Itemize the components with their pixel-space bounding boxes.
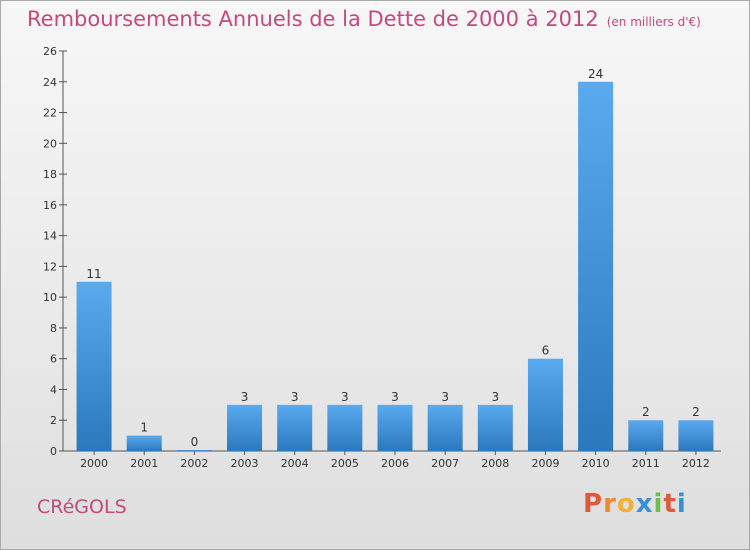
proxiti-logo: Proxiti	[583, 489, 687, 519]
x-tick-label: 2003	[231, 457, 259, 470]
x-tick-label: 2010	[582, 457, 610, 470]
y-tick-label: 18	[43, 168, 57, 181]
y-tick-label: 6	[50, 353, 57, 366]
y-tick-label: 2	[50, 414, 57, 427]
bar	[678, 420, 714, 451]
y-tick-label: 22	[43, 107, 57, 120]
bar	[76, 281, 112, 451]
chart-title-text: Remboursements Annuels de la Dette de 20…	[27, 7, 599, 31]
data-label: 24	[588, 67, 603, 81]
bar	[377, 404, 413, 451]
bar	[277, 404, 313, 451]
bar	[527, 358, 563, 451]
bar	[126, 435, 162, 451]
y-tick-label: 12	[43, 260, 57, 273]
brand-letter: P	[583, 489, 604, 519]
x-tick-label: 2004	[281, 457, 309, 470]
bar	[578, 81, 614, 452]
bar	[227, 404, 263, 451]
data-label: 11	[86, 267, 101, 281]
data-label: 3	[341, 390, 349, 404]
bar	[477, 404, 513, 451]
y-tick-label: 14	[43, 230, 57, 243]
data-label: 3	[441, 390, 449, 404]
bar	[176, 450, 212, 451]
brand-letter: o	[616, 489, 636, 519]
data-label: 3	[391, 390, 399, 404]
brand-letter: t	[663, 489, 677, 519]
y-tick-label: 20	[43, 137, 57, 150]
data-label: 2	[692, 405, 700, 419]
y-tick-label: 16	[43, 199, 57, 212]
y-tick-label: 4	[50, 383, 57, 396]
brand-letter: r	[603, 489, 617, 519]
x-tick-label: 2002	[180, 457, 208, 470]
chart-subtitle: (en milliers d'€)	[606, 15, 701, 29]
commune-name: CRéGOLS	[37, 496, 127, 518]
data-label: 3	[241, 390, 249, 404]
x-tick-label: 2001	[130, 457, 158, 470]
x-tick-label: 2006	[381, 457, 409, 470]
y-tick-label: 24	[43, 76, 57, 89]
data-label: 3	[491, 390, 499, 404]
chart-title: Remboursements Annuels de la Dette de 20…	[27, 7, 701, 31]
y-tick-label: 8	[50, 322, 57, 335]
y-tick-label: 10	[43, 291, 57, 304]
data-label: 1	[140, 421, 148, 435]
data-label: 3	[291, 390, 299, 404]
bar	[327, 404, 363, 451]
y-tick-label: 0	[50, 445, 57, 458]
x-tick-label: 2005	[331, 457, 359, 470]
brand-letter: i	[676, 489, 687, 519]
x-tick-label: 2009	[531, 457, 559, 470]
x-tick-label: 2012	[682, 457, 710, 470]
bar	[628, 420, 664, 451]
y-tick-label: 26	[43, 45, 57, 58]
x-tick-label: 2000	[80, 457, 108, 470]
x-tick-label: 2011	[632, 457, 660, 470]
brand-letter: i	[653, 489, 664, 519]
x-tick-label: 2008	[481, 457, 509, 470]
data-label: 2	[642, 405, 650, 419]
bar	[427, 404, 463, 451]
data-label: 6	[542, 344, 550, 358]
brand-letter: x	[635, 489, 654, 519]
x-tick-label: 2007	[431, 457, 459, 470]
data-label: 0	[191, 435, 199, 449]
